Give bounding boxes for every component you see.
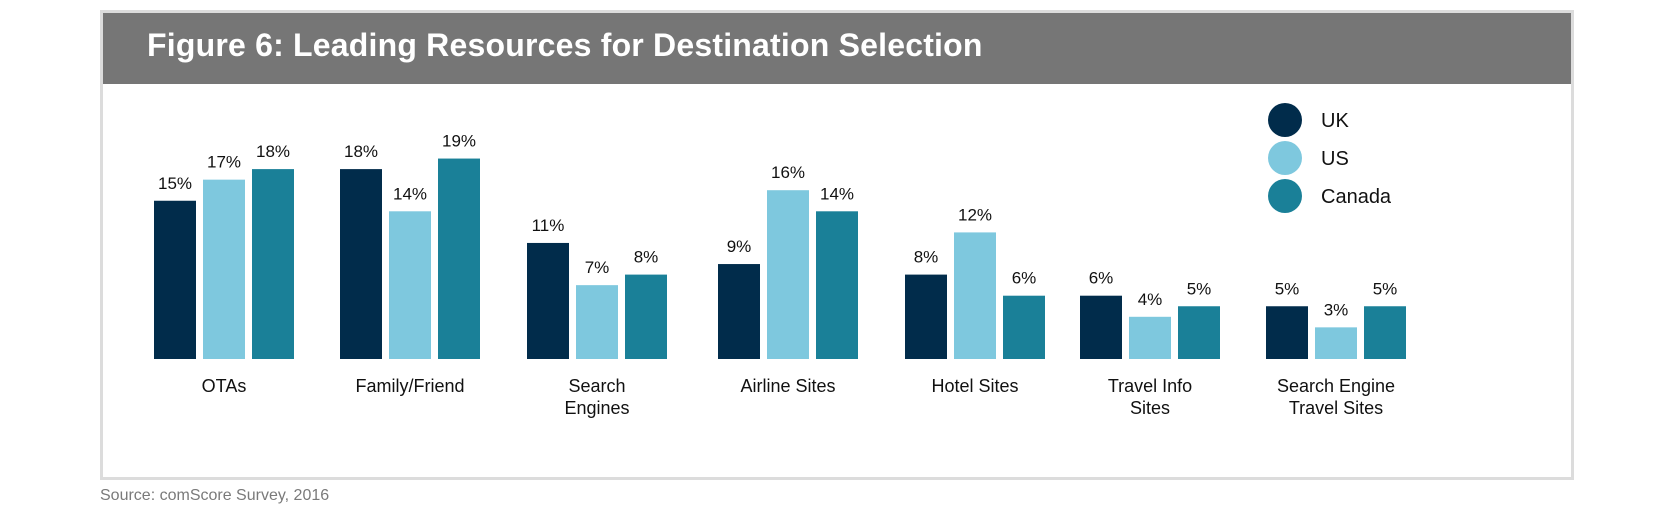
- category-label: Travel Sites: [1289, 398, 1383, 418]
- legend-swatch-uk: [1268, 103, 1302, 137]
- data-label: 11%: [532, 216, 565, 235]
- bar-us: [1315, 327, 1357, 359]
- data-label: 5%: [1373, 279, 1398, 298]
- data-label: 8%: [914, 248, 939, 267]
- category-label: Family/Friend: [355, 376, 464, 396]
- data-label: 3%: [1324, 300, 1349, 319]
- bar-uk: [154, 200, 196, 359]
- bar-canada: [1364, 306, 1406, 359]
- data-label: 4%: [1138, 290, 1163, 309]
- bar-canada: [1178, 306, 1220, 359]
- data-label: 15%: [158, 174, 192, 193]
- bar-uk: [527, 242, 569, 359]
- category-label: Search: [568, 376, 625, 396]
- bar-uk: [718, 264, 760, 359]
- data-label: 17%: [207, 153, 241, 172]
- bar-uk: [1080, 295, 1122, 359]
- category-label: Sites: [1130, 398, 1170, 418]
- legend-label-us: US: [1321, 148, 1349, 170]
- category-label: Hotel Sites: [931, 376, 1018, 396]
- bar-us: [767, 190, 809, 359]
- bar-uk: [905, 274, 947, 359]
- category-label: OTAs: [202, 376, 247, 396]
- category-label: Engines: [564, 398, 629, 418]
- legend-label-uk: UK: [1321, 110, 1349, 132]
- data-label: 6%: [1012, 269, 1037, 288]
- bar-us: [389, 211, 431, 359]
- bar-canada: [438, 158, 480, 359]
- data-label: 7%: [585, 258, 610, 277]
- legend-swatch-us: [1268, 141, 1302, 175]
- bar-canada: [252, 169, 294, 359]
- bar-us: [576, 285, 618, 359]
- legend-swatch-canada: [1268, 179, 1302, 213]
- data-label: 6%: [1089, 269, 1114, 288]
- data-label: 8%: [634, 248, 659, 267]
- data-label: 19%: [442, 132, 476, 151]
- data-label: 18%: [344, 142, 378, 161]
- category-label: Airline Sites: [740, 376, 835, 396]
- bar-us: [954, 232, 996, 359]
- data-label: 9%: [727, 237, 752, 256]
- source-note: Source: comScore Survey, 2016: [100, 487, 330, 504]
- title-bar: Figure 6: Leading Resources for Destinat…: [103, 13, 1571, 84]
- data-label: 12%: [958, 205, 992, 224]
- bar-canada: [625, 274, 667, 359]
- bar-uk: [340, 169, 382, 359]
- figure-title: Figure 6: Leading Resources for Destinat…: [147, 27, 983, 63]
- bar-canada: [1003, 295, 1045, 359]
- data-label: 5%: [1187, 279, 1212, 298]
- data-label: 18%: [256, 142, 290, 161]
- data-label: 14%: [820, 184, 854, 203]
- bar-uk: [1266, 306, 1308, 359]
- data-label: 5%: [1275, 279, 1300, 298]
- bar-us: [1129, 316, 1171, 359]
- category-label: Search Engine: [1277, 376, 1395, 396]
- data-label: 14%: [393, 184, 427, 203]
- category-label: Travel Info: [1108, 376, 1192, 396]
- bar-canada: [816, 211, 858, 359]
- legend-label-canada: Canada: [1321, 186, 1392, 208]
- data-label: 16%: [771, 163, 805, 182]
- bar-us: [203, 179, 245, 359]
